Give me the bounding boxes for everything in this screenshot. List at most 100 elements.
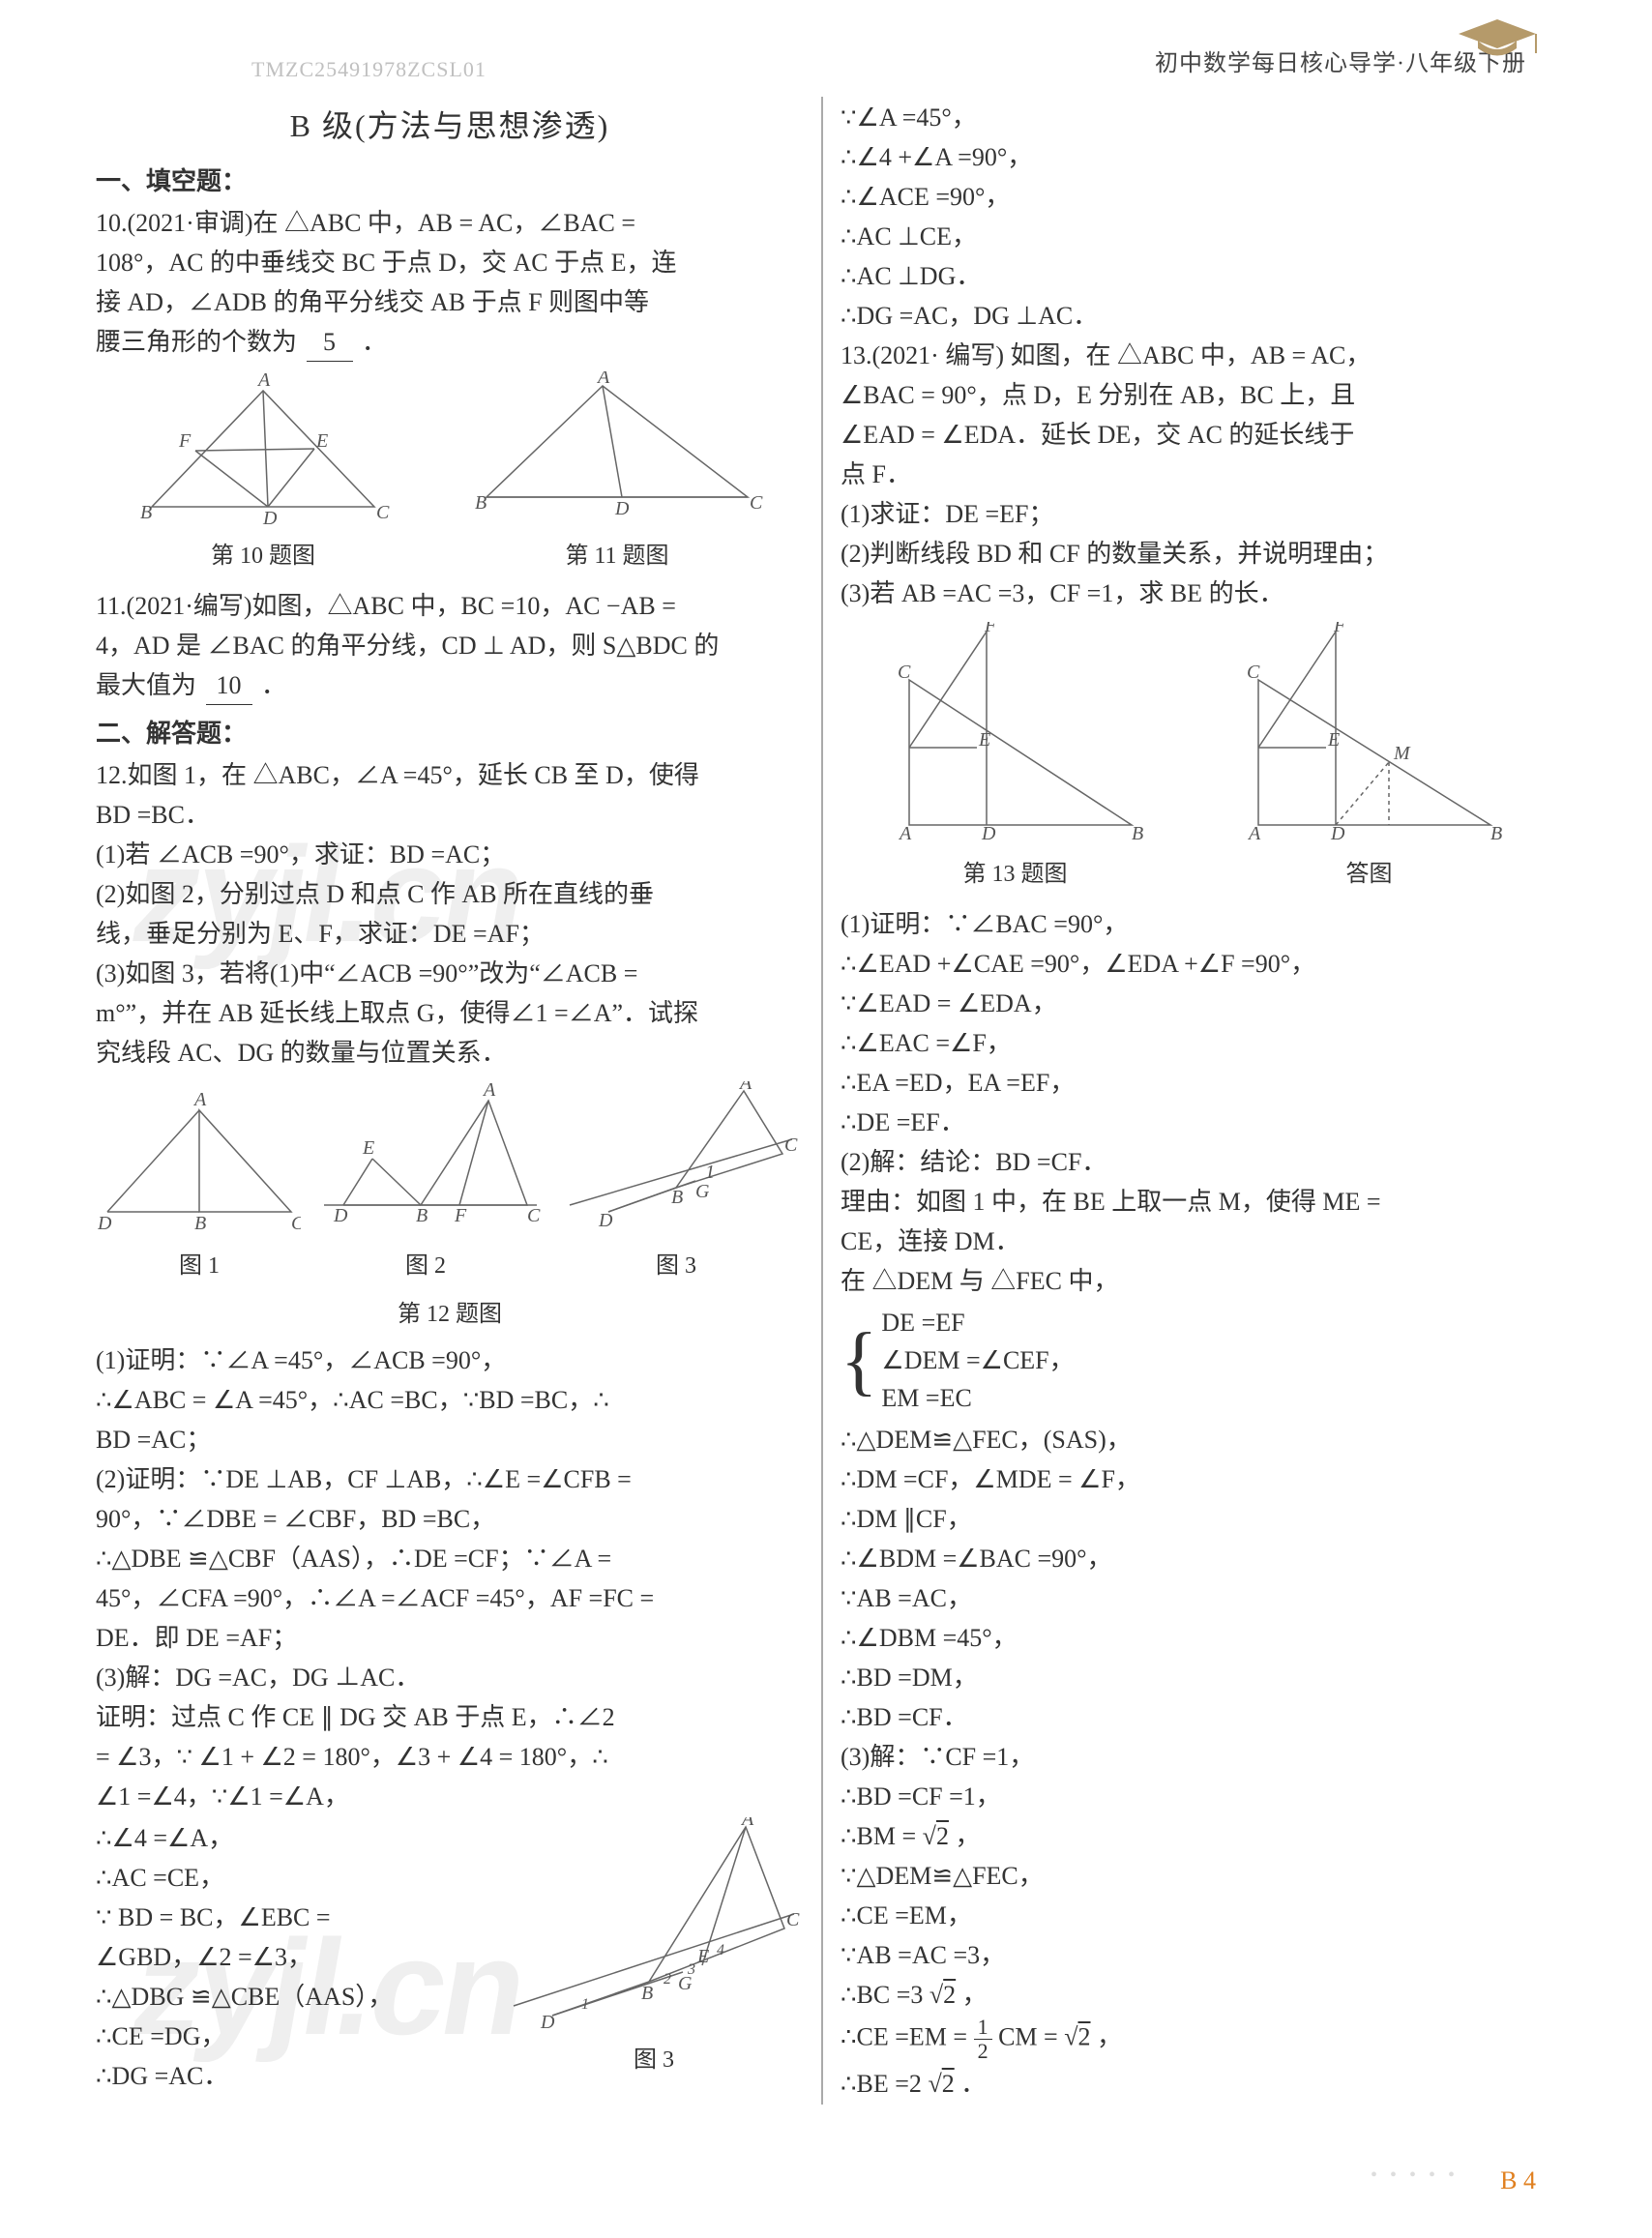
r-c2: ∴∠4 +∠A =90°，: [841, 138, 1549, 176]
svg-text:B: B: [194, 1213, 206, 1234]
svg-text:D: D: [1330, 823, 1345, 844]
q13-b1: DE =EF: [881, 1304, 1074, 1341]
svg-text:F: F: [984, 622, 997, 636]
q13-l2: ∠BAC = 90°，点 D，E 分别在 AB，BC 上，且: [841, 376, 1549, 414]
q13-p26-sqrt: 2: [1078, 2023, 1091, 2051]
q12-figures: A B C D 图 1 A B C D: [96, 1081, 804, 1293]
section-title: B 级(方法与思想渗透): [96, 103, 804, 149]
q13-p4: ∴∠EAC =∠F，: [841, 1024, 1549, 1062]
svg-text:C: C: [376, 502, 390, 523]
q13-p27-sqrt: 2: [942, 2070, 955, 2098]
q13-l5: (1)求证：DE =EF；: [841, 495, 1549, 533]
q13-p11: ∴△DEM≌△FEC，(SAS)，: [841, 1421, 1549, 1458]
svg-text:C: C: [784, 1134, 798, 1156]
r-c6: ∴DG =AC，DG ⊥AC．: [841, 297, 1549, 335]
watermark-code: TMZC25491978ZCSL01: [251, 53, 487, 85]
svg-text:F: F: [454, 1205, 467, 1226]
q12-p5: 90°，∵∠DBE = ∠CBF，BD =BC，: [96, 1500, 804, 1538]
q13-p22: ∵△DEM≌△FEC，: [841, 1857, 1549, 1895]
q13-p13: ∴DM ∥CF，: [841, 1500, 1549, 1538]
q12-p17: ∴△DBG ≌△CBE（AAS），: [96, 1978, 504, 2016]
figure-11: A B C D: [457, 371, 777, 526]
q13-p7: (2)解：结论：BD =CF．: [841, 1143, 1549, 1181]
q13-p10: 在 △DEM 与 △FEC 中，: [841, 1262, 1549, 1300]
q13-p14: ∴∠BDM =∠BAC =90°，: [841, 1540, 1549, 1577]
q13-p25-sqrt: 2: [943, 1981, 956, 2009]
r-c5: ∴AC ⊥DG．: [841, 257, 1549, 295]
fig12-main-cap: 第 12 题图: [96, 1297, 804, 1332]
r-c4: ∴AC ⊥CE，: [841, 218, 1549, 255]
q13-b2: ∠DEM =∠CEF，: [881, 1341, 1074, 1379]
q13-p26-post: ，: [1097, 2023, 1122, 2051]
svg-text:B: B: [416, 1205, 428, 1226]
svg-text:B: B: [475, 492, 487, 514]
svg-text:M: M: [1393, 743, 1411, 764]
q13-p24: ∵AB =AC =3，: [841, 1936, 1549, 1974]
q13-p27-post: ．: [960, 2070, 986, 2098]
q11-period: ．: [261, 671, 286, 699]
q11-line3: 最大值为 10 ．: [96, 666, 804, 705]
q13-p27: ∴BE =2 √2 ．: [841, 2065, 1549, 2103]
svg-text:D: D: [540, 2012, 555, 2030]
q12-l3: (1)若 ∠ACB =90°，求证：BD =AC；: [96, 836, 804, 873]
q11-line1: 11.(2021·编写)如图，△ABC 中，BC =10，AC −AB =: [96, 587, 804, 625]
svg-text:1: 1: [581, 1996, 589, 2013]
svg-text:B: B: [641, 1983, 653, 2004]
q13-p25-pre: ∴BC =3: [841, 1981, 923, 2009]
svg-text:E: E: [696, 1946, 709, 1967]
q13-p21-post: ，: [955, 1822, 980, 1850]
svg-text:E: E: [978, 729, 990, 751]
figure-12-3: A B C D G 1: [550, 1081, 802, 1236]
q13-figures: A B C D E F 第 13 题图 A B: [841, 622, 1549, 901]
svg-text:F: F: [178, 430, 192, 452]
q12-p19: ∴DG =AC．: [96, 2057, 504, 2095]
q13-p19: (3)解：∵CF =1，: [841, 1738, 1549, 1776]
q13-p21: ∴BM = √2 ，: [841, 1817, 1549, 1855]
r-c3: ∴∠ACE =90°，: [841, 178, 1549, 216]
q13-p25: ∴BC =3 √2 ，: [841, 1976, 1549, 2014]
svg-text:E: E: [315, 430, 328, 452]
svg-text:2: 2: [664, 1971, 671, 1988]
q13-p2: ∴∠EAD +∠CAE =90°，∠EDA +∠F =90°，: [841, 945, 1549, 983]
fig13-1-cap: 第 13 题图: [880, 857, 1151, 892]
fig12-3b-cap: 图 3: [504, 2043, 804, 2077]
q13-p20: ∴BD =CF =1，: [841, 1778, 1549, 1815]
q10-line2: 108°，AC 的中垂线交 BC 于点 D，交 AC 于点 E，连: [96, 244, 804, 281]
svg-text:D: D: [262, 508, 278, 526]
q13-p23: ∴CE =EM，: [841, 1897, 1549, 1934]
page-body: B 级(方法与思想渗透) 一、填空题： 10.(2021·审调)在 △ABC 中…: [82, 97, 1572, 2105]
figure-12-1: A B C D: [98, 1091, 301, 1236]
q12-l4: (2)如图 2，分别过点 D 和点 C 作 AB 所在直线的垂: [96, 875, 804, 913]
q12-l2: BD =BC．: [96, 796, 804, 834]
q11-text-c: 最大值为: [96, 671, 196, 699]
q12-p9: (3)解：DG =AC，DG ⊥AC．: [96, 1659, 804, 1696]
svg-text:B: B: [140, 502, 152, 523]
q13-l4: 点 F．: [841, 456, 1549, 493]
q12-l5: 线，垂足分别为 E、F，求证：DE =AF；: [96, 915, 804, 953]
q13-p16: ∴∠DBM =45°，: [841, 1619, 1549, 1657]
q13-p26-mid: CM =: [998, 2023, 1058, 2051]
svg-text:C: C: [1247, 662, 1260, 683]
svg-text:B: B: [671, 1187, 683, 1208]
q12-p13: ∴∠4 =∠A，: [96, 1819, 504, 1857]
svg-text:A: A: [482, 1081, 496, 1101]
q12-p3: BD =AC；: [96, 1421, 804, 1458]
q13-p12: ∴DM =CF，∠MDE = ∠F，: [841, 1460, 1549, 1498]
svg-text:A: A: [738, 1081, 752, 1094]
q11-line2: 4，AD 是 ∠BAC 的角平分线，CD ⊥ AD，则 S△BDC 的: [96, 627, 804, 664]
svg-text:A: A: [898, 823, 912, 844]
svg-text:D: D: [981, 823, 996, 844]
q12-p7: 45°，∠CFA =90°，∴∠A =∠ACF =45°，AF =FC =: [96, 1579, 804, 1617]
q12-p4: (2)证明：∵DE ⊥AB，CF ⊥AB，∴∠E =∠CFB =: [96, 1460, 804, 1498]
q13-p27-pre: ∴BE =2: [841, 2070, 922, 2098]
q12-p10: 证明：过点 C 作 CE ∥ DG 交 AB 于点 E，∴∠2: [96, 1698, 804, 1736]
footer-dots: • • • • •: [1371, 2161, 1459, 2190]
q12-p14: ∴AC =CE，: [96, 1859, 504, 1897]
q13-p18: ∴BD =CF．: [841, 1698, 1549, 1736]
q10-text-d: 腰三角形的个数为: [96, 328, 297, 356]
q13-p25-post: ，: [962, 1981, 988, 2009]
svg-text:E: E: [362, 1137, 374, 1159]
q13-p3: ∵∠EAD = ∠EDA，: [841, 985, 1549, 1022]
q13-p26-num: 1: [974, 2016, 992, 2040]
svg-text:C: C: [291, 1213, 301, 1234]
